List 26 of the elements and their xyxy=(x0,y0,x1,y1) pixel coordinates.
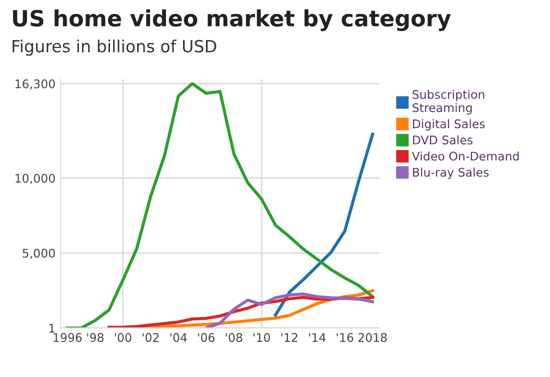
line-series xyxy=(274,132,374,317)
x-tick-label: '04 xyxy=(170,333,187,342)
legend-label: Subscription Streaming xyxy=(412,90,484,114)
x-tick-label: '06 xyxy=(198,333,215,342)
y-tick-label: 10,000 xyxy=(16,174,55,184)
chart-subtitle: Figures in billions of USD xyxy=(12,40,216,56)
x-tick-label: 2018 xyxy=(358,333,387,342)
y-tick-label: 1 xyxy=(49,324,55,332)
legend-label: DVD Sales xyxy=(413,135,472,144)
line-series xyxy=(204,292,374,328)
x-tick-label: 1996 xyxy=(54,333,82,342)
y-tick-label: 5,000 xyxy=(22,248,55,259)
x-tick-label: '98 xyxy=(87,333,104,342)
x-tick-label: '00 xyxy=(114,333,132,342)
legend-label: Digital Sales xyxy=(413,119,485,131)
y-tick-label: 16,300 xyxy=(16,79,55,90)
x-tick-label: '14 xyxy=(309,333,326,342)
x-tick-label: '16 xyxy=(336,333,354,342)
x-tick-label: '10 xyxy=(254,333,270,342)
line-series xyxy=(66,82,374,328)
x-tick-label: '08 xyxy=(226,333,242,342)
legend-label: Video On-Demand xyxy=(412,151,519,161)
x-tick-label: '12 xyxy=(281,333,298,342)
x-tick-label: '02 xyxy=(142,333,159,342)
legend-label: Blu-ray Sales xyxy=(413,168,489,180)
chart-title: US home video market by category xyxy=(13,9,451,32)
